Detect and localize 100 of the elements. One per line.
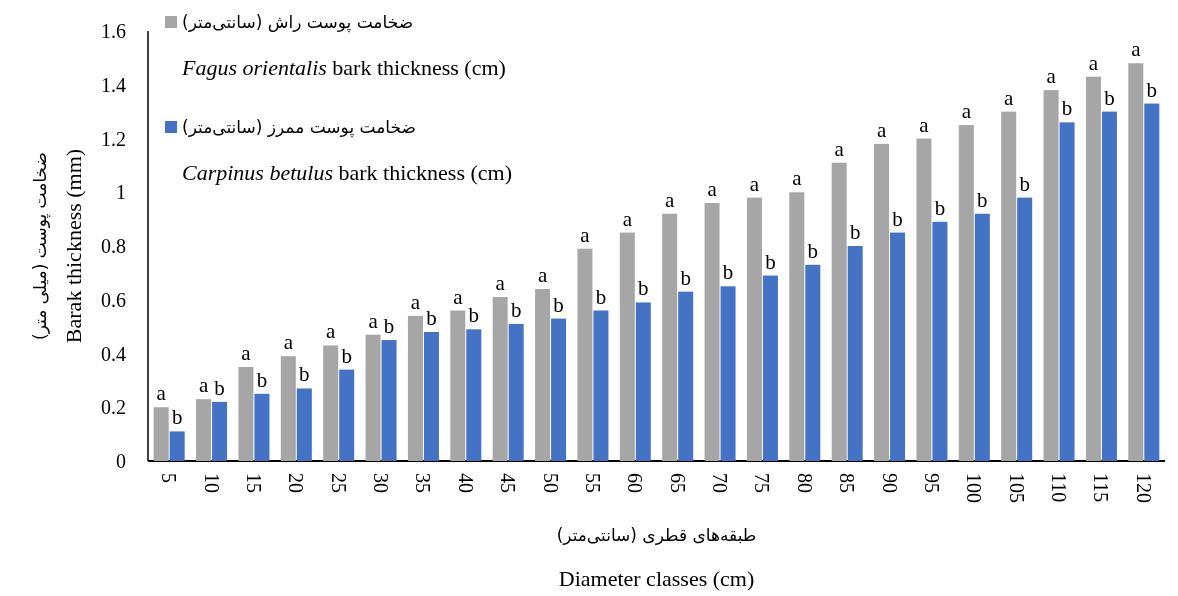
x-tick-label: 120: [1132, 473, 1155, 503]
data-label: a: [834, 136, 845, 161]
data-label: a: [876, 117, 887, 142]
x-tick-label: 20: [285, 473, 308, 493]
bar: [720, 286, 736, 461]
data-label: a: [622, 206, 633, 231]
data-label: b: [722, 260, 734, 285]
x-tick-label: 15: [242, 473, 265, 493]
bar: [847, 246, 863, 461]
x-tick-label: 40: [454, 473, 477, 493]
bar: [492, 297, 508, 461]
bar: [619, 232, 635, 461]
x-tick-label: 70: [709, 473, 732, 493]
bar: [932, 221, 948, 461]
data-label: a: [241, 340, 252, 365]
annotation: Carpinus betulus bark thickness (cm): [182, 159, 512, 185]
data-label: a: [537, 263, 548, 287]
bar: [381, 340, 397, 461]
bar: [916, 138, 932, 461]
x-tick-label: 35: [412, 473, 435, 493]
bar: [789, 192, 805, 461]
y-tick-label: 1.4: [101, 73, 126, 96]
data-label: a: [749, 171, 760, 196]
x-tick-label: 65: [666, 473, 689, 493]
data-label: a: [580, 222, 591, 247]
data-label: a: [1088, 50, 1099, 75]
data-label: b: [1019, 171, 1030, 196]
x-tick-label: 80: [793, 473, 816, 493]
bar: [746, 197, 762, 461]
bar: [890, 232, 906, 461]
bar: [704, 203, 720, 461]
data-label: b: [299, 362, 310, 387]
data-label: b: [468, 303, 480, 328]
data-label: b: [1061, 96, 1073, 121]
data-label: b: [341, 343, 352, 368]
bar: [762, 275, 778, 461]
data-label: a: [198, 373, 209, 398]
data-label: a: [1004, 85, 1015, 110]
bar: [365, 334, 381, 461]
bar: [280, 356, 296, 461]
data-label: b: [934, 195, 946, 220]
data-label: b: [1146, 77, 1158, 102]
data-label: b: [256, 367, 268, 392]
y-tick-label: 1.6: [101, 20, 126, 42]
data-label: b: [977, 187, 988, 212]
data-label: b: [383, 314, 395, 339]
data-label: b: [426, 306, 437, 330]
x-tick-label: 25: [327, 473, 350, 493]
data-label: b: [680, 265, 691, 290]
data-label: a: [283, 330, 294, 355]
bar: [212, 401, 228, 461]
y-tick-label: 0.8: [101, 235, 126, 257]
bar: [423, 332, 439, 461]
y-tick-label: 1.2: [101, 127, 126, 150]
data-label: b: [171, 405, 183, 430]
data-label: a: [792, 166, 803, 191]
x-tick-label: 90: [878, 473, 901, 493]
y-tick-label: 0: [116, 450, 126, 472]
data-label: b: [765, 249, 776, 274]
annotation: Fagus orientalis bark thickness (cm): [181, 54, 506, 80]
bar: [1085, 76, 1101, 461]
bar: [635, 302, 651, 461]
bar: [593, 310, 609, 461]
x-tick-label: 115: [1090, 473, 1113, 503]
x-tick-label: 85: [836, 473, 859, 493]
data-label: a: [919, 112, 930, 137]
data-label: a: [453, 284, 464, 309]
x-tick-label: 45: [497, 473, 520, 493]
bar: [196, 399, 212, 461]
legend-label: ضخامت پوست ممرز (سانتی‌متر): [182, 117, 416, 138]
x-tick-label: 95: [920, 473, 943, 493]
data-label: a: [326, 319, 337, 344]
text: طبقه‌های قطری (سانتی‌متر): [556, 525, 757, 545]
data-label: b: [892, 206, 903, 231]
x-tick-label: 75: [751, 473, 774, 493]
x-tick-label: 105: [1005, 473, 1028, 503]
bar: [551, 318, 567, 461]
x-tick-label: 10: [200, 473, 223, 493]
bar: [1059, 122, 1075, 461]
bar: [169, 431, 185, 461]
bar: [323, 345, 339, 461]
bar: [238, 366, 254, 461]
bar: [254, 393, 270, 461]
data-label: a: [156, 381, 167, 406]
y-tick-label: 1: [116, 181, 126, 204]
data-label: b: [1104, 85, 1115, 110]
x-tick-label: 55: [581, 473, 604, 493]
bar: [153, 407, 169, 461]
bar: [831, 162, 847, 461]
x-tick-label: 5: [158, 473, 181, 483]
bar: [535, 289, 551, 461]
data-label: b: [553, 292, 564, 317]
x-axis-title: Diameter classes (cm): [558, 565, 755, 591]
legend-label: ضخامت پوست راش (سانتی‌متر): [182, 12, 414, 33]
data-label: b: [807, 238, 819, 263]
x-tick-label: 50: [539, 473, 562, 493]
x-tick-label: 110: [1048, 473, 1071, 503]
bar: [296, 388, 312, 461]
bar: [407, 315, 423, 461]
y-tick-label: 0.6: [101, 288, 126, 311]
